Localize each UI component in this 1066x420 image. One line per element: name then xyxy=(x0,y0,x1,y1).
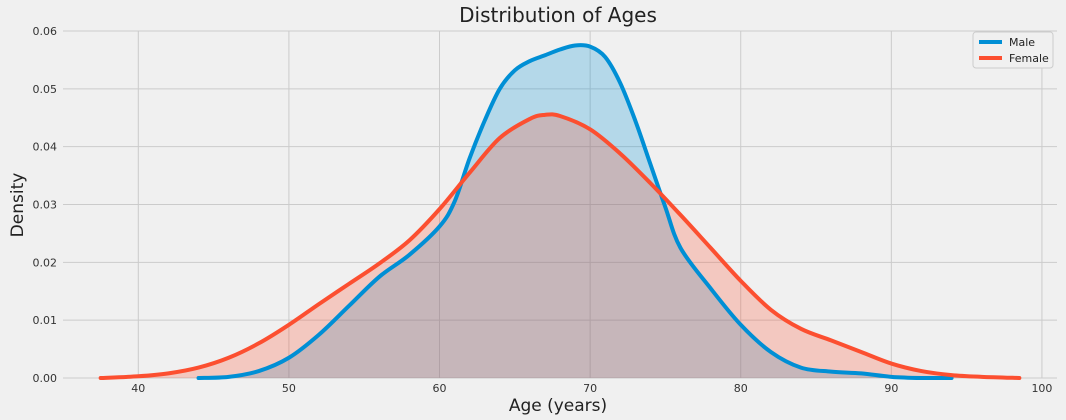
grid xyxy=(63,30,1057,379)
series-fill-female xyxy=(100,114,1020,379)
y-tick-label: 0.00 xyxy=(33,372,58,385)
y-tick-label: 0.02 xyxy=(33,256,58,269)
y-tick-label: 0.04 xyxy=(33,141,58,154)
y-axis-title: Density xyxy=(8,173,28,238)
y-tick-label: 0.06 xyxy=(33,25,58,38)
series-fills xyxy=(100,45,1020,379)
x-tick-label: 50 xyxy=(282,382,296,395)
x-tick-label: 70 xyxy=(583,382,597,395)
y-tick-label: 0.01 xyxy=(33,314,58,327)
series-line-female xyxy=(98,112,1022,380)
chart-title: Distribution of Ages xyxy=(459,3,657,27)
x-tick-label: 80 xyxy=(734,382,748,395)
y-tick-label: 0.03 xyxy=(33,199,58,212)
legend: Male Female xyxy=(972,31,1054,69)
series-lines xyxy=(98,43,1022,380)
series-fill-male xyxy=(198,45,952,379)
x-tick-label: 40 xyxy=(131,382,145,395)
series-line-male xyxy=(196,43,954,380)
y-tick-label: 0.05 xyxy=(33,83,58,96)
legend-label-male: Male xyxy=(1009,36,1035,49)
x-tick-label: 60 xyxy=(433,382,447,395)
legend-label-female: Female xyxy=(1009,52,1049,65)
x-axis-title: Age (years) xyxy=(509,396,607,416)
x-tick-label: 100 xyxy=(1031,382,1052,395)
x-tick-label: 90 xyxy=(884,382,898,395)
tick-labels: 0.00 0.01 0.02 0.03 0.04 0.05 0.06 40 50 60 70 80 90… xyxy=(33,25,1053,395)
